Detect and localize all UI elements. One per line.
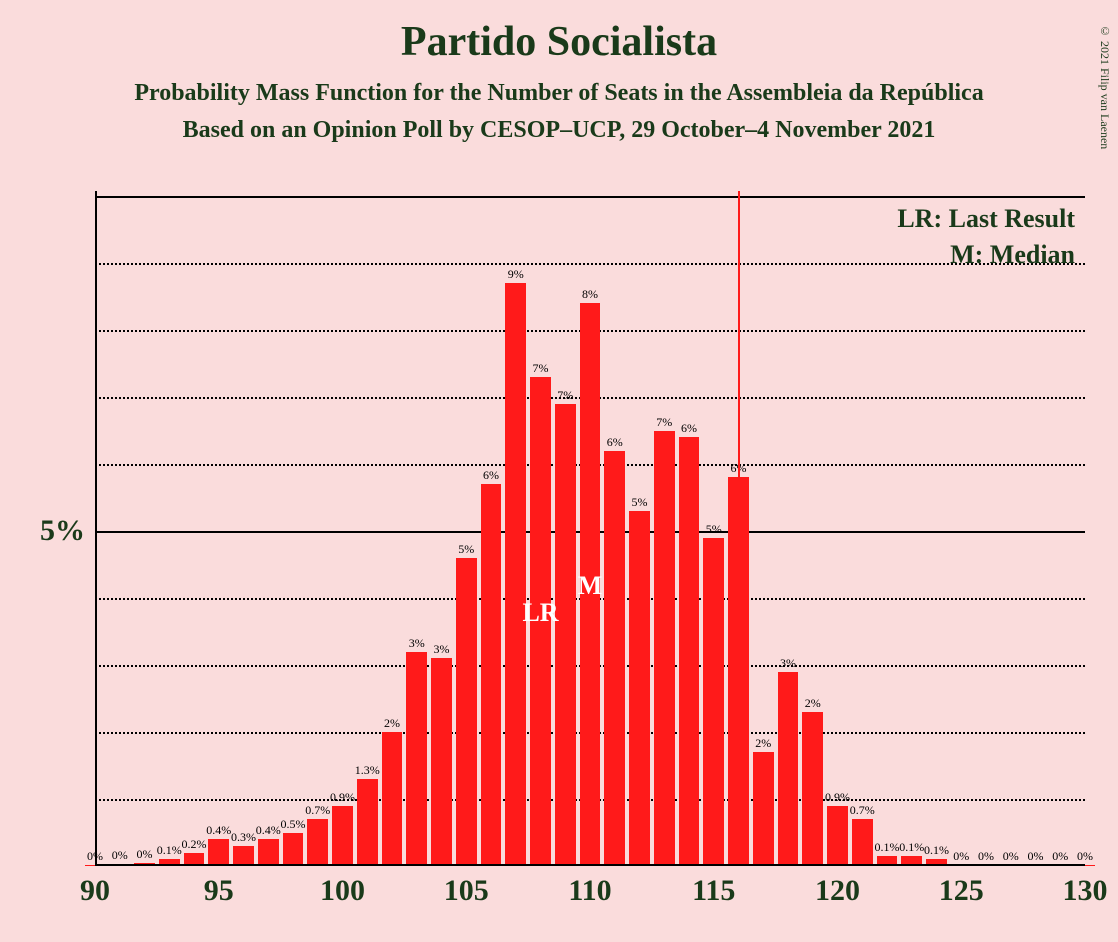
bar	[852, 819, 873, 866]
bar-value-label: 0%	[953, 849, 969, 864]
bar-value-label: 5%	[458, 542, 474, 557]
bar-value-label: 9%	[508, 267, 524, 282]
x-tick-label: 105	[444, 874, 489, 908]
x-tick-label: 100	[320, 874, 365, 908]
plot-area: 5%90951001051101151201251300%0%0%0.1%0.2…	[95, 196, 1085, 866]
bar-value-label: 3%	[409, 636, 425, 651]
majority-threshold-line	[738, 191, 740, 866]
bar	[778, 672, 799, 866]
bar-value-label: 8%	[582, 287, 598, 302]
bar	[456, 558, 477, 866]
legend-last-result: LR: Last Result	[897, 204, 1075, 234]
bar-value-label: 0.9%	[330, 790, 355, 805]
gridline-major	[95, 196, 1085, 198]
bar	[431, 658, 452, 866]
bar-value-label: 7%	[557, 388, 573, 403]
bar	[802, 712, 823, 866]
chart-subtitle-1: Probability Mass Function for the Number…	[0, 80, 1118, 107]
y-axis	[95, 191, 97, 866]
bar-value-label: 6%	[483, 468, 499, 483]
x-tick-label: 110	[568, 874, 611, 908]
bar-value-label: 0%	[1077, 849, 1093, 864]
bar-value-label: 0.3%	[231, 830, 256, 845]
y-tick-label: 5%	[40, 514, 85, 548]
bar-value-label: 0.7%	[850, 803, 875, 818]
x-tick-label: 130	[1063, 874, 1108, 908]
bar	[604, 451, 625, 866]
bar-value-label: 2%	[384, 716, 400, 731]
bar-value-label: 3%	[434, 642, 450, 657]
bar	[233, 846, 254, 866]
bar-value-label: 0%	[137, 847, 153, 862]
pmf-chart: 5%90951001051101151201251300%0%0%0.1%0.2…	[95, 196, 1085, 866]
bar-value-label: 0%	[1052, 849, 1068, 864]
bar-value-label: 0%	[978, 849, 994, 864]
bar-value-label: 7%	[656, 415, 672, 430]
bar	[679, 437, 700, 866]
x-tick-label: 115	[692, 874, 735, 908]
bar	[332, 806, 353, 866]
bar-value-label: 0.4%	[256, 823, 281, 838]
bar-value-label: 1.3%	[355, 763, 380, 778]
bar-value-label: 0.5%	[281, 817, 306, 832]
bar	[481, 484, 502, 866]
bar	[555, 404, 576, 866]
bar-value-label: 0%	[1028, 849, 1044, 864]
bar	[827, 806, 848, 866]
x-tick-label: 90	[80, 874, 110, 908]
copyright-text: © 2021 Filip van Laenen	[1097, 24, 1112, 149]
x-tick-label: 125	[939, 874, 984, 908]
x-tick-label: 120	[815, 874, 860, 908]
bar-value-label: 5%	[706, 522, 722, 537]
bar-value-label: 6%	[681, 421, 697, 436]
bar-value-label: 0.4%	[206, 823, 231, 838]
bar	[753, 752, 774, 866]
bar-value-label: 0.9%	[825, 790, 850, 805]
bar	[406, 652, 427, 866]
bar-value-label: 0.1%	[924, 843, 949, 858]
legend: LR: Last Result M: Median	[897, 204, 1075, 276]
bar-value-label: 0%	[1003, 849, 1019, 864]
bar-value-label: 6%	[607, 435, 623, 450]
bar	[382, 732, 403, 866]
legend-median: M: Median	[897, 240, 1075, 270]
bar-value-label: 0.1%	[899, 840, 924, 855]
bar-value-label: 2%	[755, 736, 771, 751]
bar-value-label: 0.1%	[875, 840, 900, 855]
x-tick-label: 95	[204, 874, 234, 908]
bar-value-label: 2%	[805, 696, 821, 711]
bar	[357, 779, 378, 866]
bar-value-label: 0%	[112, 848, 128, 863]
bar	[208, 839, 229, 866]
bar-value-label: 3%	[780, 656, 796, 671]
bar	[307, 819, 328, 866]
bar-value-label: 5%	[632, 495, 648, 510]
median-marker: M	[578, 571, 603, 601]
last-result-marker: LR	[522, 598, 558, 628]
bar-value-label: 0.1%	[157, 843, 182, 858]
bar	[629, 511, 650, 866]
bar-value-label: 0.7%	[305, 803, 330, 818]
bar	[283, 833, 304, 867]
bar	[258, 839, 279, 866]
bar-value-label: 0.2%	[182, 837, 207, 852]
chart-title: Partido Socialista	[0, 18, 1118, 66]
bar	[505, 283, 526, 866]
bar	[703, 538, 724, 866]
x-axis	[95, 864, 1085, 866]
bar-value-label: 7%	[533, 361, 549, 376]
bar	[654, 431, 675, 867]
chart-subtitle-2: Based on an Opinion Poll by CESOP–UCP, 2…	[0, 117, 1118, 144]
